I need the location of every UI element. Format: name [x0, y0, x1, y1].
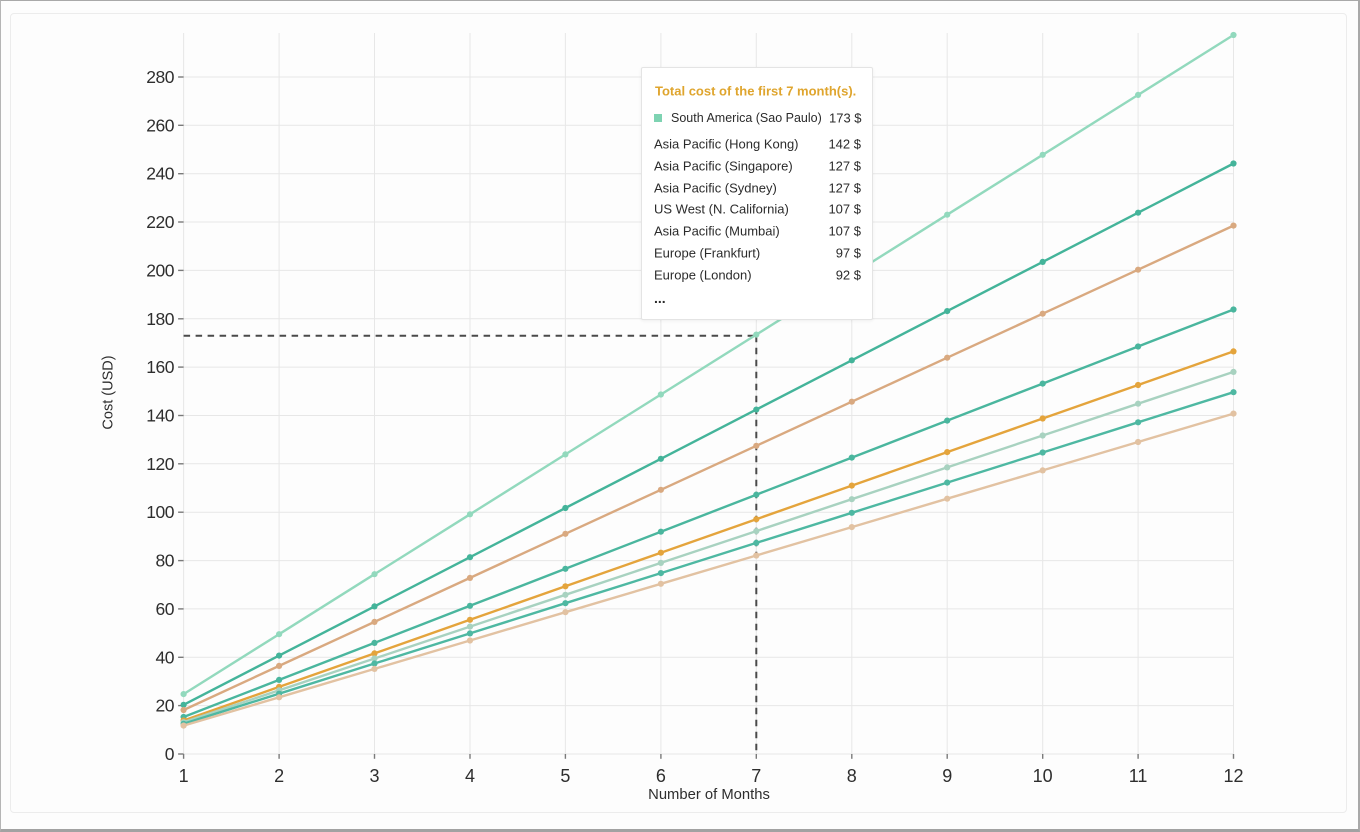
svg-text:40: 40 [156, 647, 175, 667]
svg-text:240: 240 [146, 164, 174, 184]
svg-text:11: 11 [1129, 766, 1148, 786]
svg-text:10: 10 [1033, 766, 1053, 786]
svg-text:9: 9 [942, 766, 952, 786]
svg-text:20: 20 [156, 696, 175, 716]
svg-text:280: 280 [146, 67, 174, 87]
svg-text:5: 5 [560, 766, 570, 786]
svg-text:6: 6 [656, 766, 666, 786]
svg-text:Cost (USD): Cost (USD) [101, 355, 117, 429]
svg-text:80: 80 [156, 551, 175, 571]
svg-text:12: 12 [1223, 766, 1243, 786]
svg-text:220: 220 [146, 212, 174, 232]
svg-text:160: 160 [146, 357, 174, 377]
svg-text:120: 120 [146, 454, 174, 474]
svg-text:140: 140 [146, 406, 174, 426]
svg-text:1: 1 [179, 766, 189, 786]
svg-text:0: 0 [165, 744, 175, 764]
svg-text:2: 2 [274, 766, 284, 786]
svg-text:200: 200 [146, 260, 174, 280]
svg-text:100: 100 [146, 502, 174, 522]
svg-text:4: 4 [465, 766, 475, 786]
svg-text:60: 60 [156, 599, 175, 619]
svg-text:8: 8 [847, 766, 857, 786]
svg-text:Number of Months: Number of Months [648, 787, 770, 803]
svg-text:3: 3 [369, 766, 379, 786]
svg-text:260: 260 [146, 115, 174, 135]
svg-text:7: 7 [751, 766, 761, 786]
svg-text:180: 180 [146, 309, 174, 329]
